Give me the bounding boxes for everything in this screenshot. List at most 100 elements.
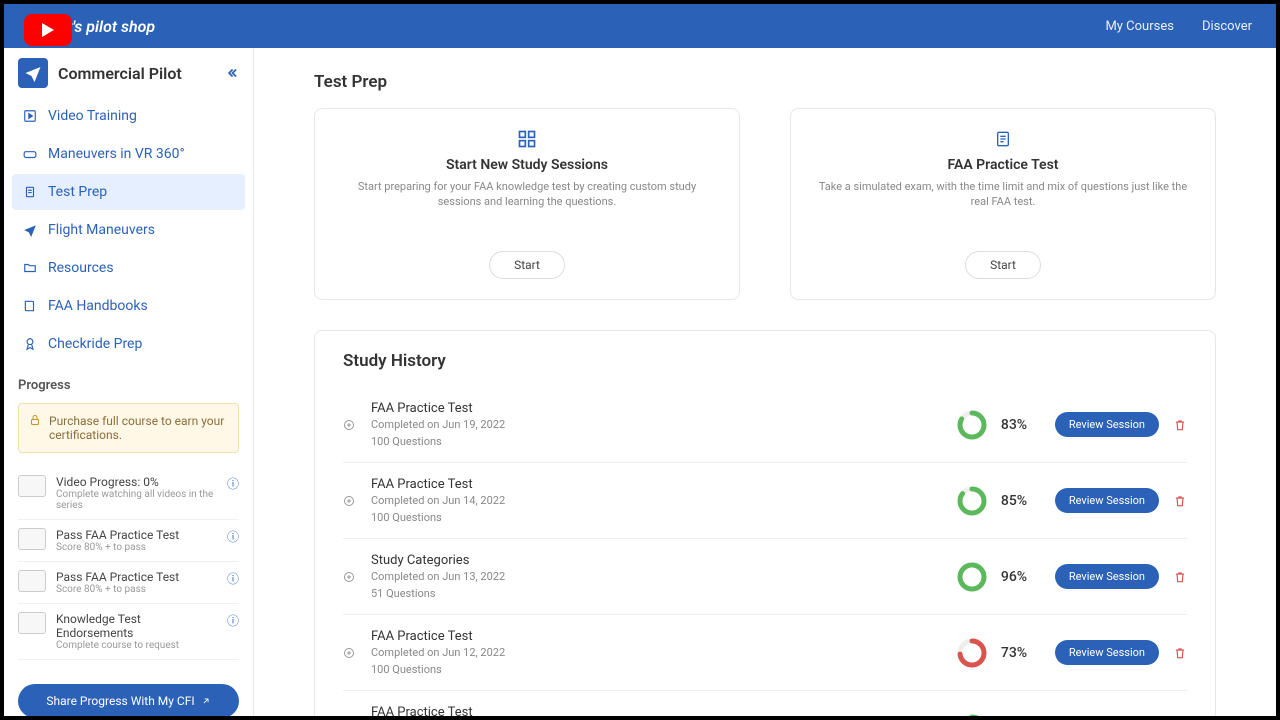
progress-ring bbox=[957, 410, 987, 440]
history-item-questions: 100 Questions bbox=[371, 663, 943, 676]
history-item: FAA Practice Test Completed on Jun 12, 20… bbox=[343, 614, 1187, 690]
history-item-questions: 100 Questions bbox=[371, 435, 943, 448]
youtube-badge[interactable] bbox=[24, 14, 72, 46]
history-item-questions: 100 Questions bbox=[371, 511, 943, 524]
progress-item: Pass FAA Practice TestScore 80% + to pas… bbox=[18, 562, 239, 604]
history-item-title: FAA Practice Test bbox=[371, 401, 943, 416]
delete-icon[interactable] bbox=[1173, 570, 1187, 584]
card-icon bbox=[995, 129, 1011, 149]
sidebar-item-maneuvers-in-vr-360-[interactable]: Maneuvers in VR 360° bbox=[12, 136, 245, 172]
history-item-date: Completed on Jun 14, 2022 bbox=[371, 494, 943, 507]
progress-item-sub: Complete watching all videos in the seri… bbox=[56, 489, 217, 511]
history-item-date: Completed on Jun 12, 2022 bbox=[371, 646, 943, 659]
sidebar-item-checkride-prep[interactable]: Checkride Prep bbox=[12, 326, 245, 362]
progress-heading: Progress bbox=[18, 378, 239, 393]
history-item-date: Completed on Jun 19, 2022 bbox=[371, 418, 943, 431]
start-button[interactable]: Start bbox=[489, 251, 565, 279]
progress-item-icon bbox=[18, 528, 46, 550]
info-icon[interactable]: ⓘ bbox=[227, 475, 239, 511]
vr-icon bbox=[22, 146, 38, 162]
main-content: Test Prep Start New Study SessionsStart … bbox=[254, 48, 1276, 716]
start-button[interactable]: Start bbox=[965, 251, 1041, 279]
progress-item-icon bbox=[18, 612, 46, 634]
percent-label: 83% bbox=[1001, 417, 1041, 433]
play-square-icon bbox=[22, 108, 38, 124]
progress-item-sub: Score 80% + to pass bbox=[56, 542, 217, 553]
progress-item-label: Pass FAA Practice Test bbox=[56, 528, 217, 542]
card-description: Take a simulated exam, with the time lim… bbox=[815, 179, 1191, 211]
history-item-date: Completed on Jun 13, 2022 bbox=[371, 570, 943, 583]
progress-item-sub: Score 80% + to pass bbox=[56, 584, 217, 595]
progress-item-sub: Complete course to request bbox=[56, 640, 217, 651]
sidebar-item-label: Maneuvers in VR 360° bbox=[48, 146, 185, 162]
review-session-button[interactable]: Review Session bbox=[1055, 488, 1159, 513]
history-item: FAA Practice Test Completed on Jun 19, 20… bbox=[343, 387, 1187, 462]
review-session-button[interactable]: Review Session bbox=[1055, 412, 1159, 437]
history-item-title: Study Categories bbox=[371, 553, 943, 568]
progress-item-label: Knowledge Test Endorsements bbox=[56, 612, 217, 640]
info-icon[interactable]: ⓘ bbox=[227, 570, 239, 595]
folder-icon bbox=[22, 260, 38, 276]
study-sessions-card: Start New Study SessionsStart preparing … bbox=[314, 108, 740, 300]
card-icon bbox=[517, 129, 537, 149]
nav-my-courses[interactable]: My Courses bbox=[1105, 19, 1174, 34]
study-history-heading: Study History bbox=[343, 351, 1187, 371]
share-progress-button[interactable]: Share Progress With My CFI bbox=[18, 684, 239, 716]
sidebar-item-test-prep[interactable]: Test Prep bbox=[12, 174, 245, 210]
ribbon-icon bbox=[22, 336, 38, 352]
progress-ring bbox=[957, 714, 987, 717]
delete-icon[interactable] bbox=[1173, 646, 1187, 660]
external-link-icon bbox=[201, 696, 211, 706]
progress-ring bbox=[957, 638, 987, 668]
course-icon bbox=[18, 58, 48, 88]
delete-icon[interactable] bbox=[1173, 418, 1187, 432]
delete-icon[interactable] bbox=[1173, 494, 1187, 508]
lock-icon bbox=[29, 414, 41, 426]
clipboard-icon bbox=[22, 184, 38, 200]
sidebar-item-video-training[interactable]: Video Training bbox=[12, 98, 245, 134]
sidebar-item-label: Test Prep bbox=[48, 184, 107, 200]
sidebar-item-faa-handbooks[interactable]: FAA Handbooks bbox=[12, 288, 245, 324]
sidebar-item-label: Video Training bbox=[48, 108, 137, 124]
review-session-button[interactable]: Review Session bbox=[1055, 640, 1159, 665]
expand-icon[interactable] bbox=[343, 647, 357, 659]
history-item: FAA Practice Test Completed on Jun 14, 20… bbox=[343, 462, 1187, 538]
info-icon[interactable]: ⓘ bbox=[227, 612, 239, 651]
collapse-sidebar-icon[interactable] bbox=[225, 66, 239, 80]
progress-ring bbox=[957, 562, 987, 592]
history-item: Study Categories Completed on Jun 13, 202… bbox=[343, 538, 1187, 614]
plane-icon bbox=[22, 222, 38, 238]
history-item-title: FAA Practice Test bbox=[371, 629, 943, 644]
history-item-questions: 51 Questions bbox=[371, 587, 943, 600]
sidebar-item-label: Flight Maneuvers bbox=[48, 222, 155, 238]
course-title: Commercial Pilot bbox=[58, 64, 215, 83]
nav-discover[interactable]: Discover bbox=[1202, 19, 1252, 34]
expand-icon[interactable] bbox=[343, 419, 357, 431]
progress-item: Pass FAA Practice TestScore 80% + to pas… bbox=[18, 520, 239, 562]
info-icon[interactable]: ⓘ bbox=[227, 528, 239, 553]
progress-ring bbox=[957, 486, 987, 516]
percent-label: 85% bbox=[1001, 493, 1041, 509]
card-title: FAA Practice Test bbox=[948, 157, 1059, 173]
expand-icon[interactable] bbox=[343, 571, 357, 583]
sidebar: Commercial Pilot Video Training Maneuvers… bbox=[4, 48, 254, 716]
test-prep-heading: Test Prep bbox=[314, 72, 1216, 92]
review-session-button[interactable]: Review Session bbox=[1055, 564, 1159, 589]
progress-item-label: Pass FAA Practice Test bbox=[56, 570, 217, 584]
progress-item: Knowledge Test EndorsementsComplete cour… bbox=[18, 604, 239, 660]
topbar: sporty's pilot shop My Courses Discover bbox=[4, 4, 1276, 48]
percent-label: 73% bbox=[1001, 645, 1041, 661]
history-item-title: FAA Practice Test bbox=[371, 705, 943, 716]
progress-item: Video Progress: 0%Complete watching all … bbox=[18, 467, 239, 520]
purchase-banner: Purchase full course to earn your certif… bbox=[18, 403, 239, 453]
card-title: Start New Study Sessions bbox=[446, 157, 608, 173]
purchase-text: Purchase full course to earn your certif… bbox=[49, 414, 228, 442]
sidebar-item-label: Resources bbox=[48, 260, 114, 276]
percent-label: 96% bbox=[1001, 569, 1041, 585]
sidebar-item-flight-maneuvers[interactable]: Flight Maneuvers bbox=[12, 212, 245, 248]
sidebar-item-label: Checkride Prep bbox=[48, 336, 142, 352]
history-item-title: FAA Practice Test bbox=[371, 477, 943, 492]
expand-icon[interactable] bbox=[343, 495, 357, 507]
practice-test-card: FAA Practice Test Take a simulated exam, … bbox=[790, 108, 1216, 300]
sidebar-item-resources[interactable]: Resources bbox=[12, 250, 245, 286]
